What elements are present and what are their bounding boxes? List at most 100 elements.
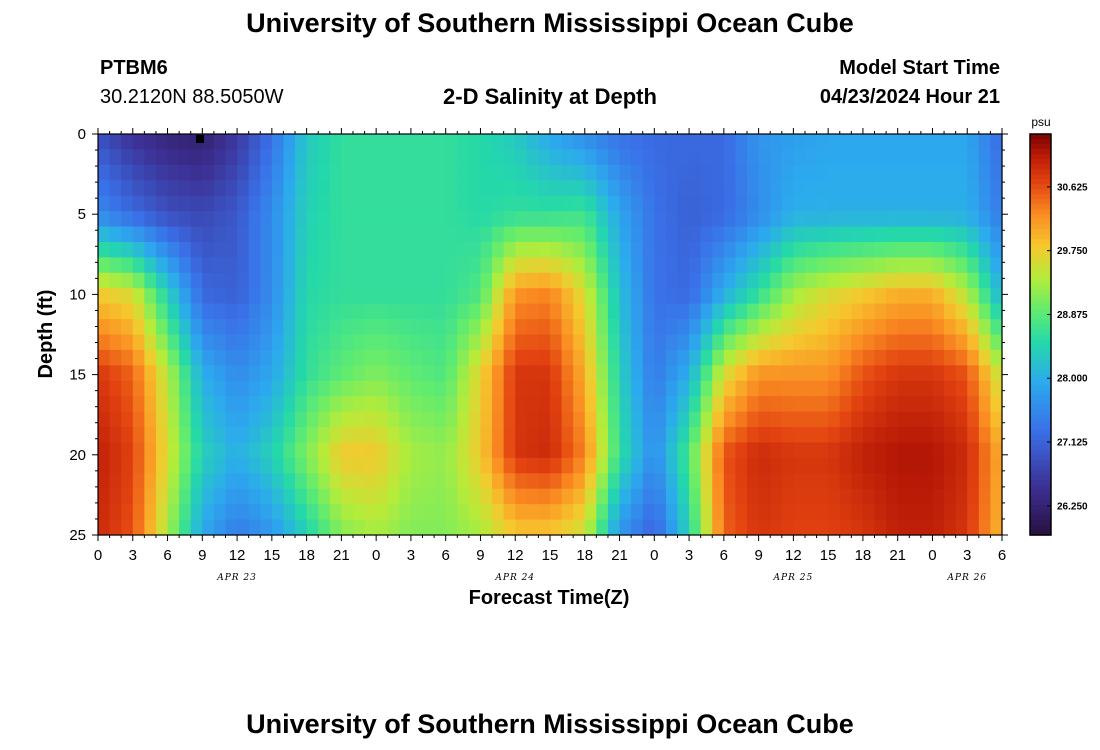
heatmap-cell [596,504,609,521]
heatmap-cell [538,226,551,243]
colorbar-segment [1030,494,1051,501]
heatmap-cell [874,504,887,521]
heatmap-cell [689,380,702,397]
heatmap-cell [677,319,690,336]
heatmap-cell [700,180,713,197]
heatmap-cell [457,427,470,444]
heatmap-cell [271,473,285,490]
heatmap-cell [399,319,412,336]
heatmap-cell [909,427,922,444]
heatmap-cell [306,226,319,243]
heatmap-cell [503,288,516,305]
heatmap-cell [422,134,435,151]
heatmap-cell [283,319,296,336]
heatmap-cell [167,442,180,459]
heatmap-cell [98,365,111,382]
heatmap-cell [607,134,621,151]
heatmap-cell [318,272,331,289]
heatmap-cell [132,303,145,320]
heatmap-cell [387,226,400,243]
heatmap-cell [967,272,980,289]
heatmap-cell [376,427,389,444]
heatmap-cell [526,211,540,228]
heatmap-cell [480,488,493,505]
heatmap-cell [712,488,725,505]
heatmap-cell [526,288,540,305]
heatmap-cell [932,226,945,243]
heatmap-cell [515,349,528,366]
heatmap-cell [318,164,331,181]
heatmap-cell [318,288,331,305]
heatmap-cell [828,504,841,521]
heatmap-cell [909,134,922,151]
heatmap-cell [920,241,934,258]
heatmap-cell [526,504,540,521]
heatmap-cell [387,504,400,521]
heatmap-cell [770,334,783,351]
heatmap-cell [376,349,389,366]
heatmap-cell [202,396,215,413]
heatmap-cell [677,504,690,521]
heatmap-cell [897,303,910,320]
heatmap-cell [109,411,122,428]
heatmap-cell [862,519,876,536]
heatmap-cell [990,303,1003,320]
heatmap-cell [561,442,574,459]
heatmap-cell [897,334,910,351]
heatmap-cell [747,427,760,444]
heatmap-cell [503,241,516,258]
heatmap-cell [121,349,134,366]
heatmap-cell [179,149,192,166]
heatmap-cell [132,380,145,397]
heatmap-cell [121,303,134,320]
x-tick-label: 12 [785,547,802,564]
heatmap-cell [132,427,145,444]
heatmap-cell [978,241,992,258]
heatmap-cell [793,427,806,444]
heatmap-cell [144,380,157,397]
heatmap-cell [248,442,261,459]
heatmap-cell [434,504,447,521]
heatmap-cell [225,272,238,289]
heatmap-cell [352,164,366,181]
heatmap-cell [665,334,679,351]
heatmap-cell [723,211,737,228]
heatmap-cell [445,427,458,444]
heatmap-cell [271,303,285,320]
heatmap-cell [121,164,134,181]
heatmap-cell [932,149,945,166]
heatmap-cell [770,473,783,490]
heatmap-cell [816,211,829,228]
heatmap-cell [978,211,992,228]
heatmap-cell [607,241,621,258]
heatmap-cell [631,319,644,336]
heatmap-cell [978,149,992,166]
heatmap-cell [422,365,435,382]
heatmap-cell [944,134,957,151]
heatmap-cell [596,380,609,397]
heatmap-cell [225,442,238,459]
colorbar-segment [1030,209,1051,215]
heatmap-cell [990,180,1003,197]
heatmap-cell [376,488,389,505]
heatmap-cell [816,349,829,366]
heatmap-cell [851,288,864,305]
heatmap-cell [920,272,934,289]
heatmap-cell [237,473,250,490]
heatmap-cell [306,396,319,413]
heatmap-cell [839,149,852,166]
heatmap-cell [387,149,400,166]
heatmap-cell [735,442,748,459]
heatmap-cell [596,349,609,366]
heatmap-cell [295,134,308,151]
heatmap-cell [132,319,145,336]
heatmap-cell [920,519,934,536]
heatmap-cell [978,319,992,336]
heatmap-cell [341,319,354,336]
heatmap-cell [665,303,679,320]
heatmap-cell [132,211,145,228]
heatmap-cell [376,519,389,536]
heatmap-cell [387,303,400,320]
heatmap-cell [155,380,169,397]
date-label: APR 23 [216,573,257,583]
